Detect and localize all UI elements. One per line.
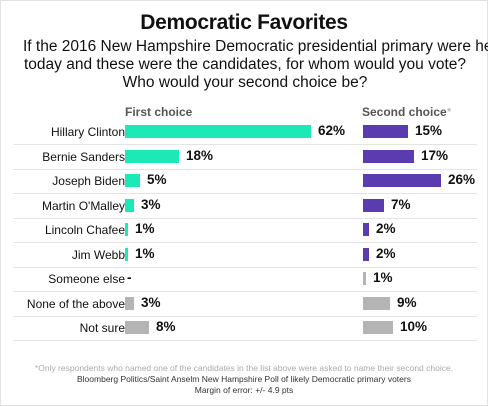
category-label: Lincoln Chafee [44, 223, 125, 237]
margin-of-error: Margin of error: +/- 4.9 pts [194, 385, 294, 395]
second-choice-value: 9% [397, 294, 417, 310]
second-choice-header-text: Second choice [362, 105, 447, 119]
chart-row: Joseph Biden 5% 26% [13, 170, 477, 194]
chart-row: None of the above 3% 9% [13, 293, 477, 317]
chart-row: Lincoln Chafee 1% 2% [13, 219, 477, 243]
category-label: Martin O'Malley [42, 198, 125, 213]
first-choice-value: 1% [135, 245, 155, 261]
chart-row: Jim Webb 1% 2% [13, 244, 477, 268]
chart-row: Not sure 8% 10% [13, 317, 477, 341]
category-label: Jim Webb [71, 247, 125, 262]
first-choice-value: 3% [141, 196, 161, 212]
second-choice-bar [363, 296, 390, 310]
second-choice-bar [363, 321, 393, 334]
chart-footnote: *Only respondents who named one of the c… [34, 363, 454, 373]
chart-row: Bernie Sanders 18% 17% [13, 146, 477, 170]
second-choice-header: Second choice* [362, 105, 451, 119]
row-divider [13, 340, 477, 341]
second-choice-bar [363, 149, 414, 163]
subtitle-line: Who would your second choice be? [122, 74, 368, 91]
first-choice-bar [125, 321, 149, 334]
chart-subtitle: If the 2016 New Hampshire Democratic pre… [23, 38, 488, 92]
second-choice-bar [363, 247, 369, 261]
chart-row: Martin O'Malley 3% 7% [13, 195, 477, 219]
second-choice-bar [363, 125, 408, 138]
subtitle-line: If the 2016 New Hampshire Democratic pre… [23, 38, 488, 55]
first-choice-value: - [127, 270, 132, 285]
first-choice-header: First choice [125, 105, 192, 119]
row-divider [13, 168, 477, 170]
second-choice-value: 7% [391, 196, 411, 212]
chart-source: Bloomberg Politics/Saint Anselm New Hamp… [77, 374, 411, 384]
row-divider [13, 193, 477, 194]
second-choice-value: 17% [421, 147, 449, 163]
category-label: Bernie Sanders [42, 149, 125, 164]
row-divider [13, 242, 477, 243]
row-divider [13, 266, 477, 268]
first-choice-bar [125, 296, 134, 310]
first-choice-bar [125, 149, 179, 163]
row-divider [13, 144, 477, 145]
second-choice-bar [363, 272, 366, 285]
second-choice-value: 15% [415, 123, 443, 138]
second-choice-bar [363, 223, 369, 236]
row-divider [13, 217, 477, 219]
first-choice-value: 8% [156, 319, 176, 334]
category-label: Hillary Clinton [50, 125, 125, 139]
first-choice-value: 18% [186, 147, 214, 163]
first-choice-value: 5% [147, 172, 167, 187]
first-choice-value: 1% [135, 221, 155, 236]
row-divider [13, 291, 477, 292]
category-label: None of the above [26, 296, 125, 311]
second-choice-value: 26% [448, 172, 476, 187]
first-choice-header-text: First choice [125, 105, 193, 119]
first-choice-bar [125, 223, 128, 236]
chart-row: Hillary Clinton 62% 15% [13, 121, 477, 145]
first-choice-bar [125, 198, 134, 212]
chart-title: Democratic Favorites [140, 11, 348, 34]
row-divider [13, 315, 477, 317]
category-label: Someone else [48, 272, 125, 286]
first-choice-value: 62% [318, 123, 346, 138]
second-choice-asterisk: * [446, 105, 452, 119]
first-choice-bar [125, 247, 128, 261]
first-choice-value: 3% [141, 294, 161, 310]
first-choice-bar [125, 174, 140, 187]
category-label: Joseph Biden [52, 174, 125, 188]
second-choice-value: 2% [376, 221, 396, 236]
subtitle-line: today and these were the candidates, for… [23, 56, 467, 73]
first-choice-bar [125, 125, 311, 138]
second-choice-bar [363, 198, 384, 212]
second-choice-value: 1% [373, 270, 393, 285]
second-choice-value: 2% [376, 245, 396, 261]
category-label: Not sure [79, 321, 125, 335]
chart-row: Someone else - 1% [13, 268, 477, 292]
second-choice-bar [363, 174, 441, 187]
second-choice-value: 10% [400, 319, 428, 334]
